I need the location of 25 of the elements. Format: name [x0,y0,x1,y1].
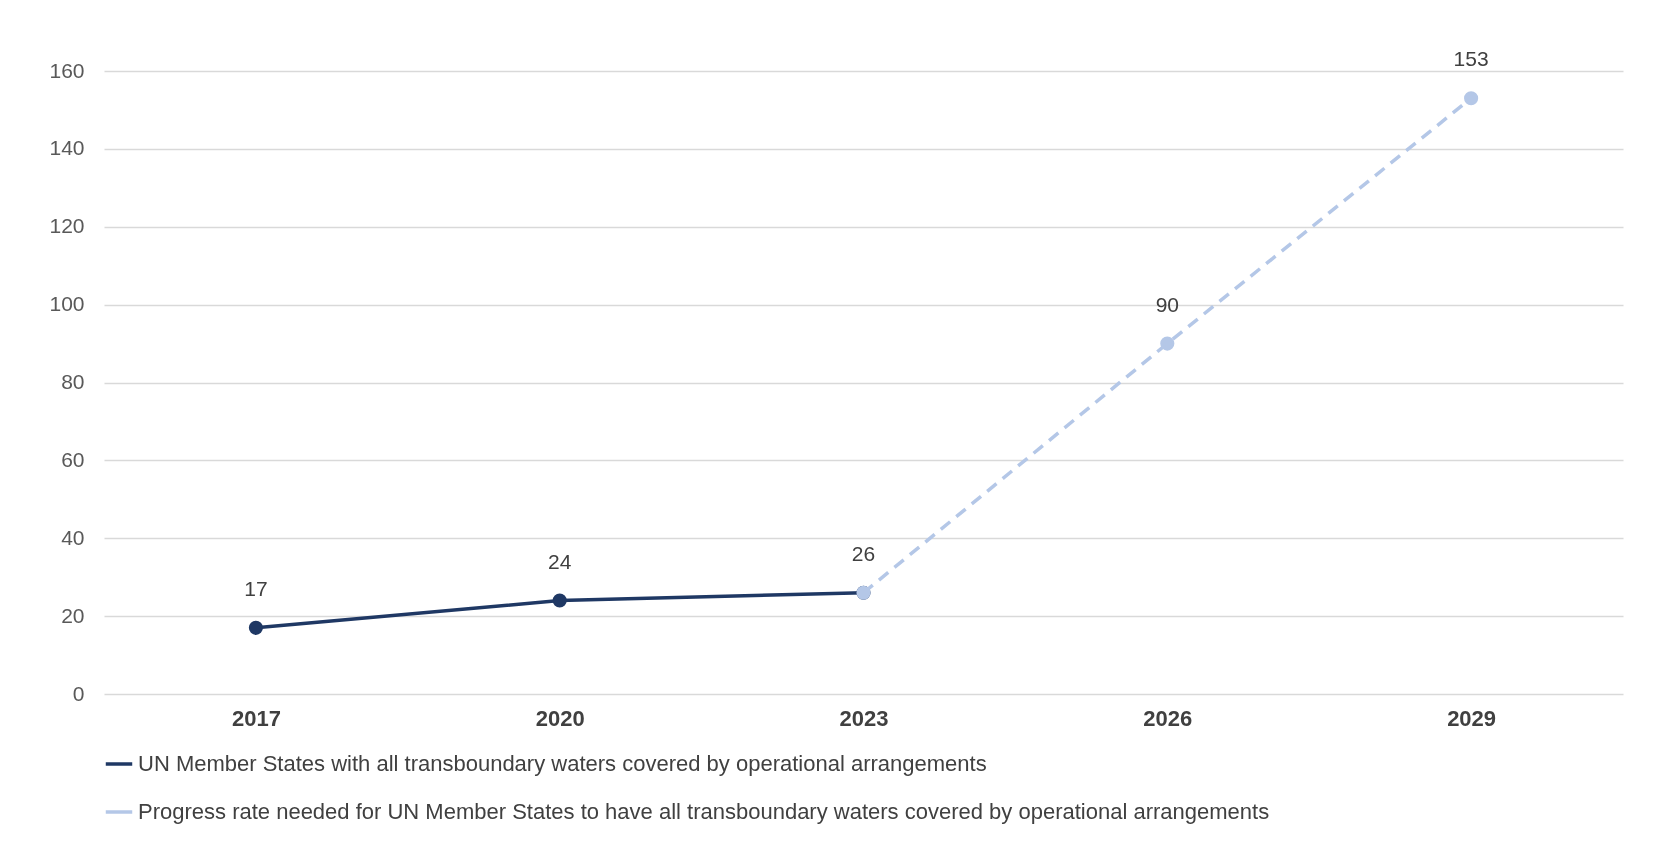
data-label: 24 [548,549,572,573]
point [1160,336,1175,351]
y-tick-label: 100 [49,292,85,316]
y-tick-label: 80 [61,370,85,393]
point [552,593,567,608]
x-tick-label: 2023 [839,705,889,731]
y-tick-label: 20 [61,603,85,627]
x-tick-label: 2020 [535,705,585,731]
point [1464,91,1479,106]
y-tick-label: 40 [61,525,85,549]
x-tick-label: 2029 [1447,705,1497,731]
legend-label: UN Member States with all transboundary waters covered by operational arrangements [138,751,987,776]
y-tick-label: 120 [49,214,85,238]
y-tick-label: 60 [61,447,85,471]
y-tick-label: 140 [49,136,85,160]
data-label: 17 [244,576,268,600]
y-tick-label: 160 [49,58,85,82]
legend-label: Progress rate needed for UN Member States to have all transboundary waters covered by operational arrangements [138,799,1270,824]
y-tick-label: 0 [72,681,85,705]
point [248,620,263,635]
data-label: 90 [1155,292,1179,316]
x-tick-label: 2017 [231,705,281,731]
data-label: 26 [851,541,876,565]
data-label: 153 [1453,47,1489,71]
x-tick-label: 2026 [1143,705,1193,731]
